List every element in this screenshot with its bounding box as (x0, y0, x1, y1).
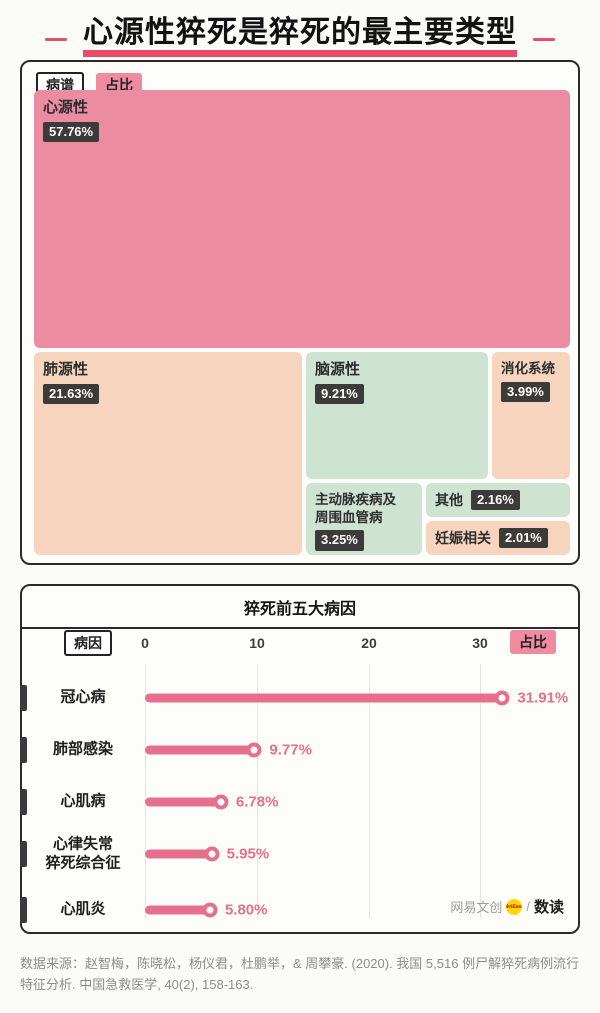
brand-name: 网易文创 (450, 900, 503, 915)
netease-logo-text: NetEase (506, 903, 522, 910)
row-marker (20, 737, 27, 763)
bar (145, 797, 221, 807)
axis-tick: 20 (361, 635, 377, 651)
axis-tick: 10 (249, 635, 265, 651)
bar (145, 693, 503, 703)
netease-logo-icon: NetEase (506, 898, 523, 915)
page-title: 心源性猝死是猝死的最主要类型 (83, 16, 517, 57)
data-source-note: 数据来源：赵智梅，陈晓松，杨仪君，杜鹏举，& 周攀豪. (2020). 我国 5… (20, 956, 580, 992)
row-marker (20, 685, 27, 711)
bar-value-label: 6.78% (235, 793, 279, 811)
bar-chart-title: 猝死前五大病因 (22, 586, 578, 629)
title-dash-left-icon (45, 38, 67, 41)
treemap-block-pregnancy: 妊娠相关 2.01% (426, 521, 570, 555)
legend-share-chip: 占比 (510, 630, 556, 654)
bar-value-label: 5.95% (226, 845, 270, 863)
gridline (480, 664, 481, 918)
gridline (145, 664, 146, 918)
row-marker (20, 789, 27, 815)
treemap-block-other: 其他 2.16% (426, 483, 570, 517)
treemap-block-value: 2.16% (471, 489, 520, 511)
legend-cause-chip: 病因 (64, 630, 112, 656)
brand-separator: / (526, 899, 530, 914)
treemap-block-label: 妊娠相关 (435, 529, 491, 546)
bar-row: 冠心病 31.91% (20, 676, 578, 720)
axis-header: 病因 0 10 20 30 占比 (22, 630, 578, 656)
treemap-block-cerebral: 脑源性 9.21% (306, 352, 488, 479)
bar-chart-panel: 猝死前五大病因 病因 0 10 20 30 占比 冠心病 31.91% 肺部感染… (20, 584, 580, 934)
bar-row: 心肌炎 5.80% (20, 888, 578, 932)
treemap-legend: 病谱 占比 (36, 72, 142, 98)
bar-category-label: 心律失常 猝死综合征 (45, 835, 121, 871)
treemap-panel: 病谱 占比 心源性 57.76% 肺源性 21.63% 脑源性 9.21% 消化… (20, 60, 580, 565)
treemap-block-label: 肺源性 (43, 361, 89, 378)
treemap-block-label: 消化系统 (501, 361, 555, 376)
brand-product: 数读 (533, 899, 564, 916)
bar-track: 31.91% (145, 676, 572, 720)
treemap-block-value: 57.76% (43, 121, 100, 143)
bar-row: 心律失常 猝死综合征 5.95% (20, 832, 578, 876)
row-marker (20, 841, 27, 867)
axis-tick: 0 (141, 635, 149, 651)
bar-endpoint-dot-icon (213, 794, 229, 810)
bar-track: 6.78% (145, 780, 572, 824)
treemap-block-label: 其他 (435, 491, 463, 508)
bar-category-label: 心肌炎 (60, 900, 106, 918)
treemap-block-cardiogenic: 心源性 57.76% (34, 90, 570, 348)
bar-track: 9.77% (145, 728, 572, 772)
gridline (369, 664, 370, 918)
axis-tick: 30 (472, 635, 488, 651)
bar-endpoint-dot-icon (202, 902, 218, 918)
bar-value-label: 9.77% (269, 741, 312, 759)
bar-endpoint-dot-icon (246, 742, 262, 758)
gridline (257, 664, 258, 918)
bar-value-label: 5.80% (224, 901, 268, 919)
bar-value-label: 31.91% (517, 689, 569, 707)
bar-row: 肺部感染 9.77% (20, 728, 578, 772)
treemap-block-label: 心源性 (43, 99, 89, 116)
row-marker (20, 897, 27, 923)
treemap-block-value: 2.01% (499, 527, 548, 549)
treemap-block-aortic-vascular: 主动脉疾病及 周围血管病 3.25% (306, 483, 422, 555)
bar (145, 745, 255, 755)
treemap-block-digestive: 消化系统 3.99% (492, 352, 570, 479)
bar-category-label: 心肌病 (60, 792, 106, 810)
bar-category-label: 冠心病 (60, 688, 106, 706)
brand-footer: 网易文创 NetEase / 数读 (450, 896, 564, 917)
bar (145, 905, 210, 915)
treemap-block-label: 脑源性 (315, 361, 361, 378)
treemap-block-value: 3.99% (501, 381, 550, 403)
treemap-block-pulmonary: 肺源性 21.63% (34, 352, 302, 555)
bar-row: 心肌病 6.78% (20, 780, 578, 824)
treemap-block-value: 3.25% (315, 530, 364, 551)
bar-track: 5.95% (145, 832, 572, 876)
treemap-block-value: 9.21% (315, 383, 364, 405)
bar-category-label: 肺部感染 (52, 740, 113, 758)
page-header: 心源性猝死是猝死的最主要类型 (0, 16, 600, 57)
bar-endpoint-dot-icon (204, 846, 220, 862)
bar (145, 849, 212, 859)
bar-endpoint-dot-icon (494, 690, 510, 706)
title-dash-right-icon (533, 38, 555, 41)
treemap-block-label: 主动脉疾病及 周围血管病 (315, 492, 396, 525)
treemap-block-value: 21.63% (43, 383, 100, 405)
bar-track: 5.80% (145, 888, 572, 932)
